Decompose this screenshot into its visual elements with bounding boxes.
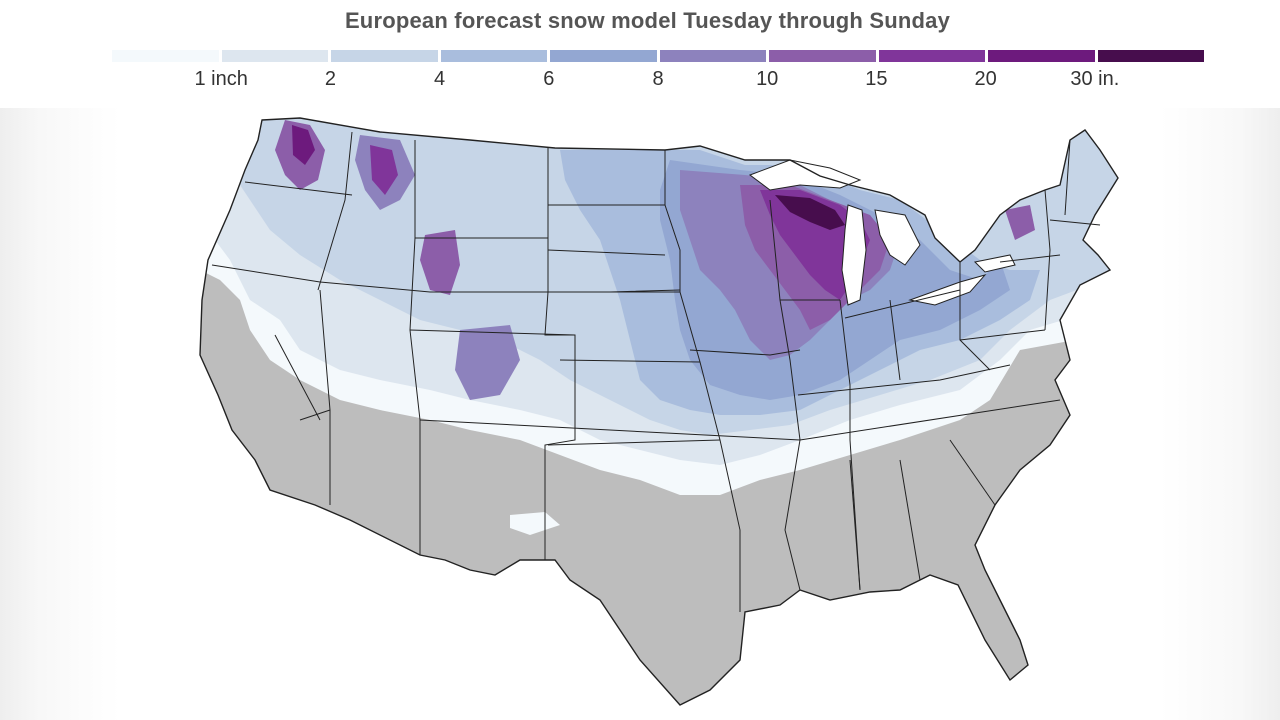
legend-swatch-8 <box>988 50 1095 62</box>
legend-swatch-5 <box>659 50 766 62</box>
lake-ontario <box>973 254 1016 273</box>
legend-swatch-0 <box>112 50 219 62</box>
snow-maine <box>1060 135 1110 210</box>
legend-label-8: 30 in. <box>1070 68 1120 90</box>
snow-colorado <box>455 325 520 400</box>
legend-label-6: 15 <box>865 68 888 90</box>
snow-ny <box>1005 205 1035 240</box>
legend-label-3: 6 <box>543 68 555 90</box>
map-title: European forecast snow model Tuesday thr… <box>344 8 951 33</box>
map-header: European forecast snow model Tuesday thr… <box>0 0 1280 108</box>
lake-superior <box>748 159 862 191</box>
legend-label-4: 8 <box>652 68 664 90</box>
legend-swatch-2 <box>331 50 438 62</box>
legend-label-7: 20 <box>974 68 997 90</box>
snow-idaho-heavy <box>370 145 398 195</box>
legend-label-5: 10 <box>756 68 779 90</box>
us-map-svg <box>199 117 1119 706</box>
snowfall-legend-bar <box>112 50 1204 62</box>
lake-huron <box>874 209 921 266</box>
legend-swatch-9 <box>1097 50 1204 62</box>
legend-label-0: 1 inch <box>194 68 248 90</box>
legend-swatch-1 <box>221 50 328 62</box>
legend-swatch-3 <box>440 50 547 62</box>
state-borders <box>199 117 1119 706</box>
snow-band-30 <box>775 195 845 230</box>
legend-swatch-6 <box>769 50 876 62</box>
snowfall-map <box>0 108 1280 720</box>
legend-swatch-4 <box>550 50 657 62</box>
legend-label-2: 4 <box>434 68 446 90</box>
snow-band-light-texas <box>510 512 560 535</box>
lake-michigan <box>841 204 867 306</box>
legend-label-1: 2 <box>324 68 336 90</box>
snow-cascades-heavy <box>292 125 315 165</box>
legend-swatch-7 <box>878 50 985 62</box>
snow-wyoming <box>420 230 460 295</box>
